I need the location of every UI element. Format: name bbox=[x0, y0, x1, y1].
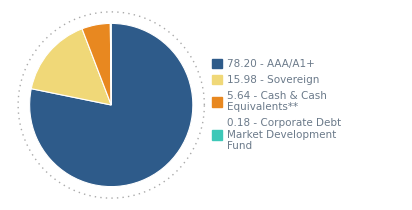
Wedge shape bbox=[31, 29, 111, 105]
Legend: 78.20 - AAA/A1+, 15.98 - Sovereign, 5.64 - Cash & Cash
Equivalents**, 0.18 - Cor: 78.20 - AAA/A1+, 15.98 - Sovereign, 5.64… bbox=[210, 57, 344, 153]
Wedge shape bbox=[110, 23, 111, 105]
Wedge shape bbox=[30, 23, 193, 187]
Wedge shape bbox=[82, 23, 111, 105]
